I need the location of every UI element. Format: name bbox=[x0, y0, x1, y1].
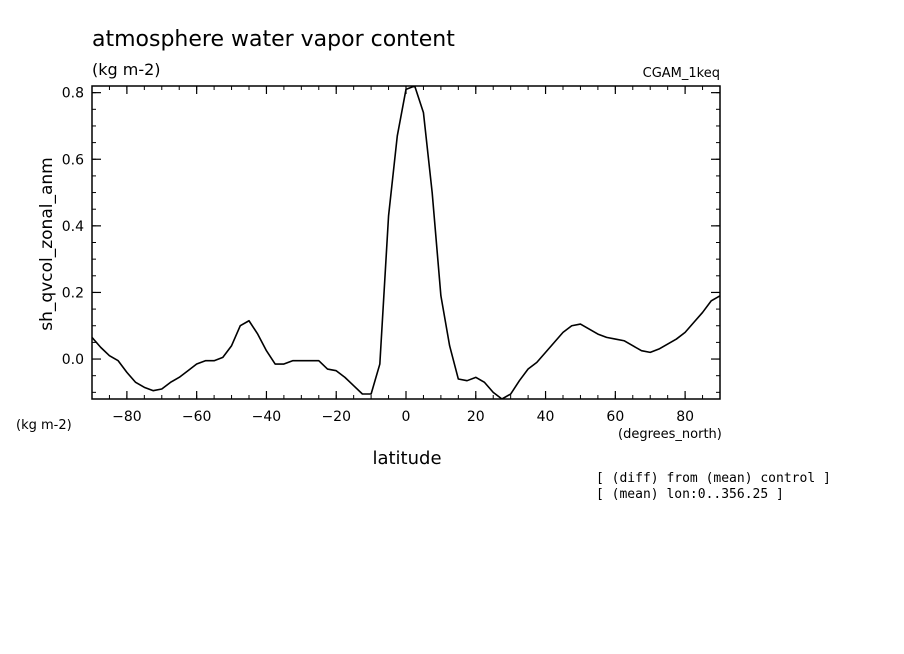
y-tick-label: 0.4 bbox=[62, 219, 84, 235]
x-tick-label: 60 bbox=[606, 409, 624, 425]
x-tick-label: −60 bbox=[182, 409, 212, 425]
x-tick-label: 40 bbox=[537, 409, 555, 425]
x-axis-label: latitude bbox=[372, 448, 441, 469]
plot-frame bbox=[91, 85, 721, 400]
axes: −80 −60 −40 −20 0 20 40 60 80 0.0 0.2 0.4 0.6 0.8 bbox=[62, 85, 721, 425]
chart-title: atmosphere water vapor content bbox=[92, 27, 455, 52]
series-line-0 bbox=[92, 86, 720, 399]
x-tick-label: 80 bbox=[676, 409, 694, 425]
y-axis-units: (kg m-2) bbox=[16, 418, 72, 433]
run-label: CGAM_1keq bbox=[643, 66, 720, 81]
chart-units: (kg m-2) bbox=[92, 60, 161, 79]
x-tick-label: −40 bbox=[252, 409, 282, 425]
note-diff-from-control: [ (diff) from (mean) control ] bbox=[596, 471, 831, 486]
x-tick-label: −20 bbox=[321, 409, 351, 425]
y-axis-label: sh_qvcol_zonal_anm bbox=[37, 157, 57, 330]
x-tick-label: −80 bbox=[112, 409, 142, 425]
x-tick-label: 0 bbox=[402, 409, 411, 425]
plot-area bbox=[92, 86, 720, 399]
y-tick-label: 0.6 bbox=[62, 152, 84, 168]
x-axis-units: (degrees_north) bbox=[618, 427, 722, 442]
note-mean-lon: [ (mean) lon:0..356.25 ] bbox=[596, 487, 784, 502]
x-tick-label: 20 bbox=[467, 409, 485, 425]
y-tick-label: 0.0 bbox=[62, 352, 84, 368]
y-tick-label: 0.2 bbox=[62, 285, 84, 301]
y-tick-label: 0.8 bbox=[62, 86, 84, 102]
